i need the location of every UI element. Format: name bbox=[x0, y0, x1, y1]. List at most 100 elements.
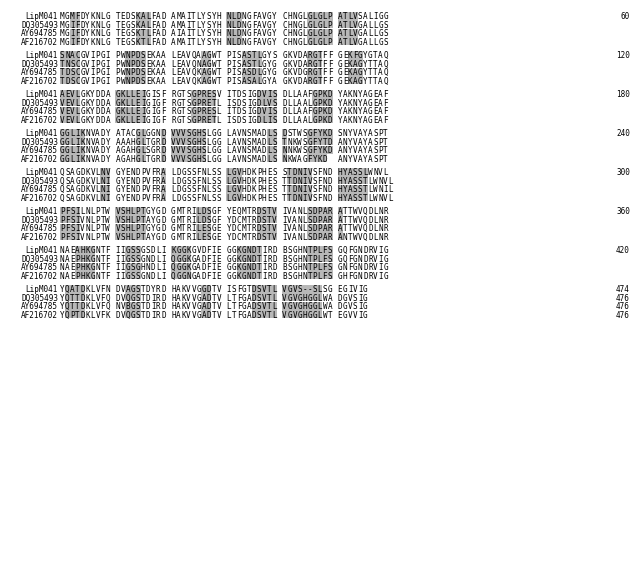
Text: A: A bbox=[176, 310, 181, 320]
Text: D: D bbox=[136, 59, 140, 68]
Text: G: G bbox=[287, 293, 292, 302]
Text: E: E bbox=[65, 99, 70, 108]
Text: F: F bbox=[348, 255, 352, 264]
Text: A: A bbox=[105, 90, 110, 99]
Text: G: G bbox=[171, 232, 176, 241]
Text: R: R bbox=[267, 246, 272, 255]
Text: N: N bbox=[343, 129, 347, 138]
Text: A: A bbox=[146, 232, 150, 241]
Text: G: G bbox=[262, 59, 267, 68]
Text: V: V bbox=[262, 107, 267, 116]
Text: P: P bbox=[75, 272, 80, 280]
Text: K: K bbox=[348, 51, 352, 60]
Text: A: A bbox=[343, 107, 347, 116]
Text: T: T bbox=[287, 185, 292, 194]
Text: L: L bbox=[302, 29, 307, 38]
Bar bbox=[140, 224, 145, 232]
Bar bbox=[211, 98, 217, 106]
Bar bbox=[196, 115, 201, 123]
Text: I: I bbox=[232, 51, 236, 60]
Bar bbox=[70, 20, 75, 28]
Text: A: A bbox=[196, 263, 201, 272]
Text: -: - bbox=[307, 285, 312, 294]
Bar bbox=[176, 271, 181, 279]
Bar bbox=[206, 107, 211, 114]
Text: G: G bbox=[242, 285, 246, 294]
Bar bbox=[140, 68, 145, 76]
Bar bbox=[126, 68, 131, 76]
Text: F: F bbox=[323, 68, 327, 77]
Text: Y: Y bbox=[267, 76, 272, 85]
Text: S: S bbox=[353, 293, 358, 302]
Text: V: V bbox=[181, 146, 186, 155]
Text: D: D bbox=[201, 263, 206, 272]
Text: F: F bbox=[196, 194, 201, 203]
Text: D: D bbox=[292, 168, 297, 177]
Text: D: D bbox=[65, 76, 70, 85]
Text: K: K bbox=[252, 185, 257, 194]
Text: E: E bbox=[232, 207, 236, 216]
Bar bbox=[257, 68, 262, 76]
Bar bbox=[176, 137, 181, 145]
Text: R: R bbox=[201, 107, 206, 116]
Bar bbox=[352, 20, 358, 28]
Bar bbox=[297, 193, 302, 201]
Text: G: G bbox=[136, 129, 140, 138]
Text: C: C bbox=[75, 68, 80, 77]
Text: H: H bbox=[287, 29, 292, 38]
Text: F: F bbox=[206, 272, 211, 280]
Text: L: L bbox=[100, 38, 105, 47]
Bar bbox=[257, 107, 262, 114]
Bar bbox=[201, 293, 206, 301]
Text: A: A bbox=[363, 29, 368, 38]
Text: B: B bbox=[282, 246, 287, 255]
Text: L: L bbox=[75, 116, 80, 125]
Text: E: E bbox=[176, 59, 181, 68]
Text: L: L bbox=[141, 154, 145, 163]
Bar bbox=[135, 59, 140, 67]
Bar bbox=[131, 310, 135, 318]
Text: A: A bbox=[65, 263, 70, 272]
Bar bbox=[80, 293, 85, 301]
Bar bbox=[201, 59, 206, 67]
Text: L: L bbox=[100, 21, 105, 30]
Text: A: A bbox=[358, 137, 363, 146]
Text: D: D bbox=[282, 129, 287, 138]
Text: T: T bbox=[217, 68, 221, 77]
Text: G: G bbox=[181, 194, 186, 203]
Text: LipM041: LipM041 bbox=[25, 285, 58, 294]
Text: V: V bbox=[85, 68, 90, 77]
Bar bbox=[196, 146, 201, 154]
Bar bbox=[232, 37, 237, 45]
Text: S: S bbox=[257, 302, 262, 311]
Text: T: T bbox=[191, 12, 196, 21]
Text: Q: Q bbox=[191, 59, 196, 68]
Text: K: K bbox=[348, 68, 352, 77]
Text: Q: Q bbox=[191, 76, 196, 85]
Bar bbox=[126, 302, 131, 310]
Text: Y: Y bbox=[60, 302, 65, 311]
Text: N: N bbox=[100, 168, 105, 177]
Text: G: G bbox=[100, 76, 105, 85]
Text: A: A bbox=[338, 207, 342, 216]
Text: E: E bbox=[176, 76, 181, 85]
Text: E: E bbox=[338, 285, 342, 294]
Text: R: R bbox=[383, 224, 388, 233]
Text: W: W bbox=[323, 310, 327, 320]
Bar bbox=[251, 302, 257, 310]
Text: L: L bbox=[90, 310, 95, 320]
Text: D: D bbox=[292, 177, 297, 186]
Text: A: A bbox=[156, 76, 161, 85]
Text: F: F bbox=[323, 76, 327, 85]
Text: V: V bbox=[95, 293, 100, 302]
Bar bbox=[70, 29, 75, 36]
Text: T: T bbox=[60, 68, 65, 77]
Text: G: G bbox=[141, 255, 145, 264]
Text: W: W bbox=[353, 207, 358, 216]
Text: G: G bbox=[146, 224, 150, 233]
Text: V: V bbox=[105, 168, 110, 177]
Text: K: K bbox=[85, 116, 90, 125]
Text: 240: 240 bbox=[616, 129, 630, 138]
Bar bbox=[272, 284, 277, 293]
Text: V: V bbox=[70, 107, 75, 116]
